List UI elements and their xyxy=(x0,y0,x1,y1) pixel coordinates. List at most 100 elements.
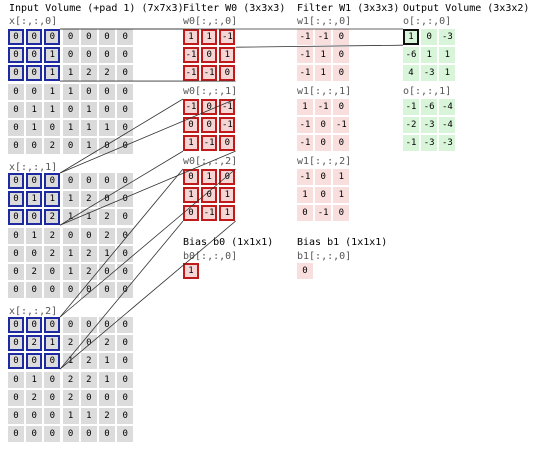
input-slice-2-cell: 2 xyxy=(62,335,79,352)
output-volume-title: Output Volume (3x3x2) xyxy=(403,3,530,14)
bias-b0-label: b0[:,:,0] xyxy=(183,251,238,262)
input-slice-0-cell: 1 xyxy=(62,65,79,82)
input-slice-1-cell: 0 xyxy=(26,173,43,189)
input-slice-1-cell: 0 xyxy=(44,173,61,189)
input-slice-1-cell: 1 xyxy=(62,209,79,226)
input-slice-1-cell: 0 xyxy=(99,282,115,299)
input-slice-0-cell: 0 xyxy=(80,29,97,45)
input-slice-2-cell: 0 xyxy=(8,426,24,443)
input-slice-2-cell: 0 xyxy=(8,389,24,406)
input-slice-2-cell: 0 xyxy=(26,408,43,424)
w0-slice-1-cell: -1 xyxy=(201,135,218,152)
output-slice-1-cell: -4 xyxy=(439,99,456,115)
w0-slice-0-cell: -1 xyxy=(183,65,199,82)
input-slice-0-cell: 0 xyxy=(26,65,43,82)
output-slice-0-cell: 1 xyxy=(439,47,456,64)
input-slice-1-cell: 0 xyxy=(117,191,134,208)
input-slice-0-cell: 0 xyxy=(99,101,115,118)
input-slice-0-cell: 0 xyxy=(117,138,134,155)
input-slice-1-cell: 0 xyxy=(8,209,24,226)
input-slice-2-cell: 0 xyxy=(117,317,134,333)
input-slice-1-cell: 0 xyxy=(26,282,43,299)
w1-slice-0-cell: 0 xyxy=(333,65,350,82)
output-slice-0-cell: 1 xyxy=(439,65,456,82)
w0-slice-1-cell: -1 xyxy=(183,99,199,115)
w0-slice-2-cell: 0 xyxy=(183,205,199,222)
input-slice-2-cell: 0 xyxy=(117,389,134,406)
input-slice-2-cell: 0 xyxy=(117,371,134,388)
w1-slice-0-cell: -1 xyxy=(297,29,313,45)
input-slice-1-cell: 0 xyxy=(117,209,134,226)
input-slice-0-cell: 0 xyxy=(80,83,97,100)
input-slice-1-label: x[:,:,1] xyxy=(9,162,58,173)
input-slice-1-cell: 2 xyxy=(99,209,115,226)
w1-slice-1-cell: 0 xyxy=(333,135,350,152)
input-slice-2-cell: 0 xyxy=(80,426,97,443)
output-slice-1-cell: -1 xyxy=(403,135,419,152)
output-slice-0-cell: -3 xyxy=(421,65,438,82)
input-slice-1-cell: 2 xyxy=(80,191,97,208)
input-slice-1-cell: 0 xyxy=(8,245,24,262)
w1-slice-0-cell: -1 xyxy=(297,47,313,64)
input-slice-2-cell: 2 xyxy=(62,389,79,406)
w1-slice-1-cell: 0 xyxy=(315,117,332,134)
input-slice-1-cell: 0 xyxy=(44,264,61,280)
output-slice-1-cell: -3 xyxy=(421,117,438,134)
input-slice-2-cell: 2 xyxy=(26,335,43,352)
w1-slice-0-label: w1[:,:,0] xyxy=(297,16,352,27)
input-slice-2-cell: 1 xyxy=(44,335,61,352)
input-slice-2-cell: 0 xyxy=(8,335,24,352)
input-slice-0-cell: 0 xyxy=(8,83,24,100)
input-slice-1-cell: 0 xyxy=(99,173,115,189)
input-slice-1-cell: 1 xyxy=(62,245,79,262)
input-slice-2-cell: 1 xyxy=(99,353,115,370)
input-slice-1-cell: 0 xyxy=(117,245,134,262)
output-slice-0-cell: -6 xyxy=(403,47,419,64)
input-slice-2-cell: 2 xyxy=(62,371,79,388)
input-slice-2-cell: 0 xyxy=(62,426,79,443)
w1-slice-2-cell: -1 xyxy=(315,205,332,222)
input-slice-2-cell: 0 xyxy=(80,389,97,406)
input-slice-2-cell: 1 xyxy=(62,353,79,370)
input-slice-0-cell: 0 xyxy=(80,47,97,64)
input-slice-2-cell: 0 xyxy=(44,408,61,424)
output-slice-0-cell: -3 xyxy=(439,29,456,45)
input-slice-2-cell: 0 xyxy=(80,335,97,352)
output-slice-0-cell: 1 xyxy=(403,29,419,45)
input-slice-2-cell: 0 xyxy=(26,426,43,443)
input-slice-2-cell: 0 xyxy=(80,317,97,333)
input-slice-1-cell: 2 xyxy=(26,264,43,280)
w0-slice-0-cell: 1 xyxy=(183,29,199,45)
input-slice-2-cell: 2 xyxy=(80,371,97,388)
input-slice-0-cell: 0 xyxy=(99,29,115,45)
input-slice-0-cell: 0 xyxy=(26,138,43,155)
input-slice-0-cell: 0 xyxy=(26,83,43,100)
filter-w0-title: Filter W0 (3x3x3) xyxy=(183,3,286,14)
input-slice-2-cell: 0 xyxy=(8,317,24,333)
input-slice-1-cell: 0 xyxy=(62,227,79,244)
input-slice-2-cell: 0 xyxy=(117,335,134,352)
input-slice-1-cell: 2 xyxy=(44,209,61,226)
w0-slice-2-cell: 0 xyxy=(219,169,236,185)
input-slice-1-cell: 0 xyxy=(8,264,24,280)
input-slice-1-cell: 0 xyxy=(62,173,79,189)
w1-slice-1-cell: 0 xyxy=(333,99,350,115)
w0-slice-2-cell: 1 xyxy=(219,187,236,204)
w1-slice-1-cell: -1 xyxy=(297,135,313,152)
input-slice-1-cell: 0 xyxy=(8,282,24,299)
w0-slice-2-cell: 0 xyxy=(201,187,218,204)
w0-slice-0-cell: 1 xyxy=(219,47,236,64)
bias-b1-cell: 0 xyxy=(297,263,313,279)
w0-slice-0-label: w0[:,:,0] xyxy=(183,16,238,27)
input-slice-1-cell: 0 xyxy=(44,282,61,299)
w0-slice-0-cell: 0 xyxy=(201,47,218,64)
w1-slice-0-cell: -1 xyxy=(315,29,332,45)
bias-b0-cell: 1 xyxy=(183,263,199,279)
input-slice-0-cell: 0 xyxy=(117,101,134,118)
input-slice-1-cell: 2 xyxy=(99,227,115,244)
input-slice-1-cell: 2 xyxy=(80,245,97,262)
input-slice-0-cell: 0 xyxy=(62,138,79,155)
input-slice-1-cell: 0 xyxy=(26,209,43,226)
input-slice-2-label: x[:,:,2] xyxy=(9,306,58,317)
input-slice-1-cell: 2 xyxy=(44,245,61,262)
